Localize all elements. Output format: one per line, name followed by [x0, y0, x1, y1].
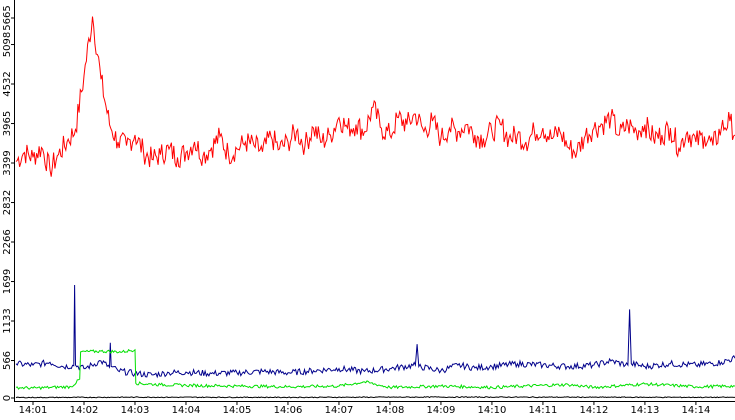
x-tick-label: 14:09: [426, 405, 455, 415]
y-tick-label: 5098: [2, 32, 13, 57]
y-tick-label: 3399: [2, 150, 13, 175]
y-tick-label: 1699: [2, 269, 13, 294]
y-tick-label: 1133: [2, 308, 13, 333]
series-layer: [15, 16, 735, 399]
x-tick-label: 14:03: [121, 405, 150, 415]
y-tick-label: 4532: [2, 71, 13, 96]
x-tick-label: 14:06: [274, 405, 303, 415]
y-tick-label: 2832: [2, 190, 13, 215]
y-tick-label: 3965: [2, 111, 13, 136]
series-line-2: [15, 284, 735, 379]
y-tick-label: 566: [2, 351, 13, 370]
x-tick-label: 14:04: [172, 405, 201, 415]
y-tick-label: 2266: [2, 229, 13, 254]
y-tick-label: 0: [2, 395, 13, 401]
x-tick-label: 14:10: [477, 405, 506, 415]
series-line-1: [15, 16, 735, 177]
x-tick-label: 14:07: [325, 405, 354, 415]
y-tick-label: 5665: [2, 5, 13, 30]
x-tick-label: 14:05: [223, 405, 252, 415]
x-tick-label: 14:14: [681, 405, 710, 415]
x-tick-label: 14:08: [375, 405, 404, 415]
x-tick-label: 14:12: [579, 405, 608, 415]
x-tick-label: 14:01: [19, 405, 48, 415]
series-line-3: [15, 348, 735, 391]
x-tick-label: 14:13: [630, 405, 659, 415]
series-line-4: [15, 396, 735, 399]
x-tick-label: 14:11: [528, 405, 557, 415]
x-tick-label: 14:02: [70, 405, 99, 415]
